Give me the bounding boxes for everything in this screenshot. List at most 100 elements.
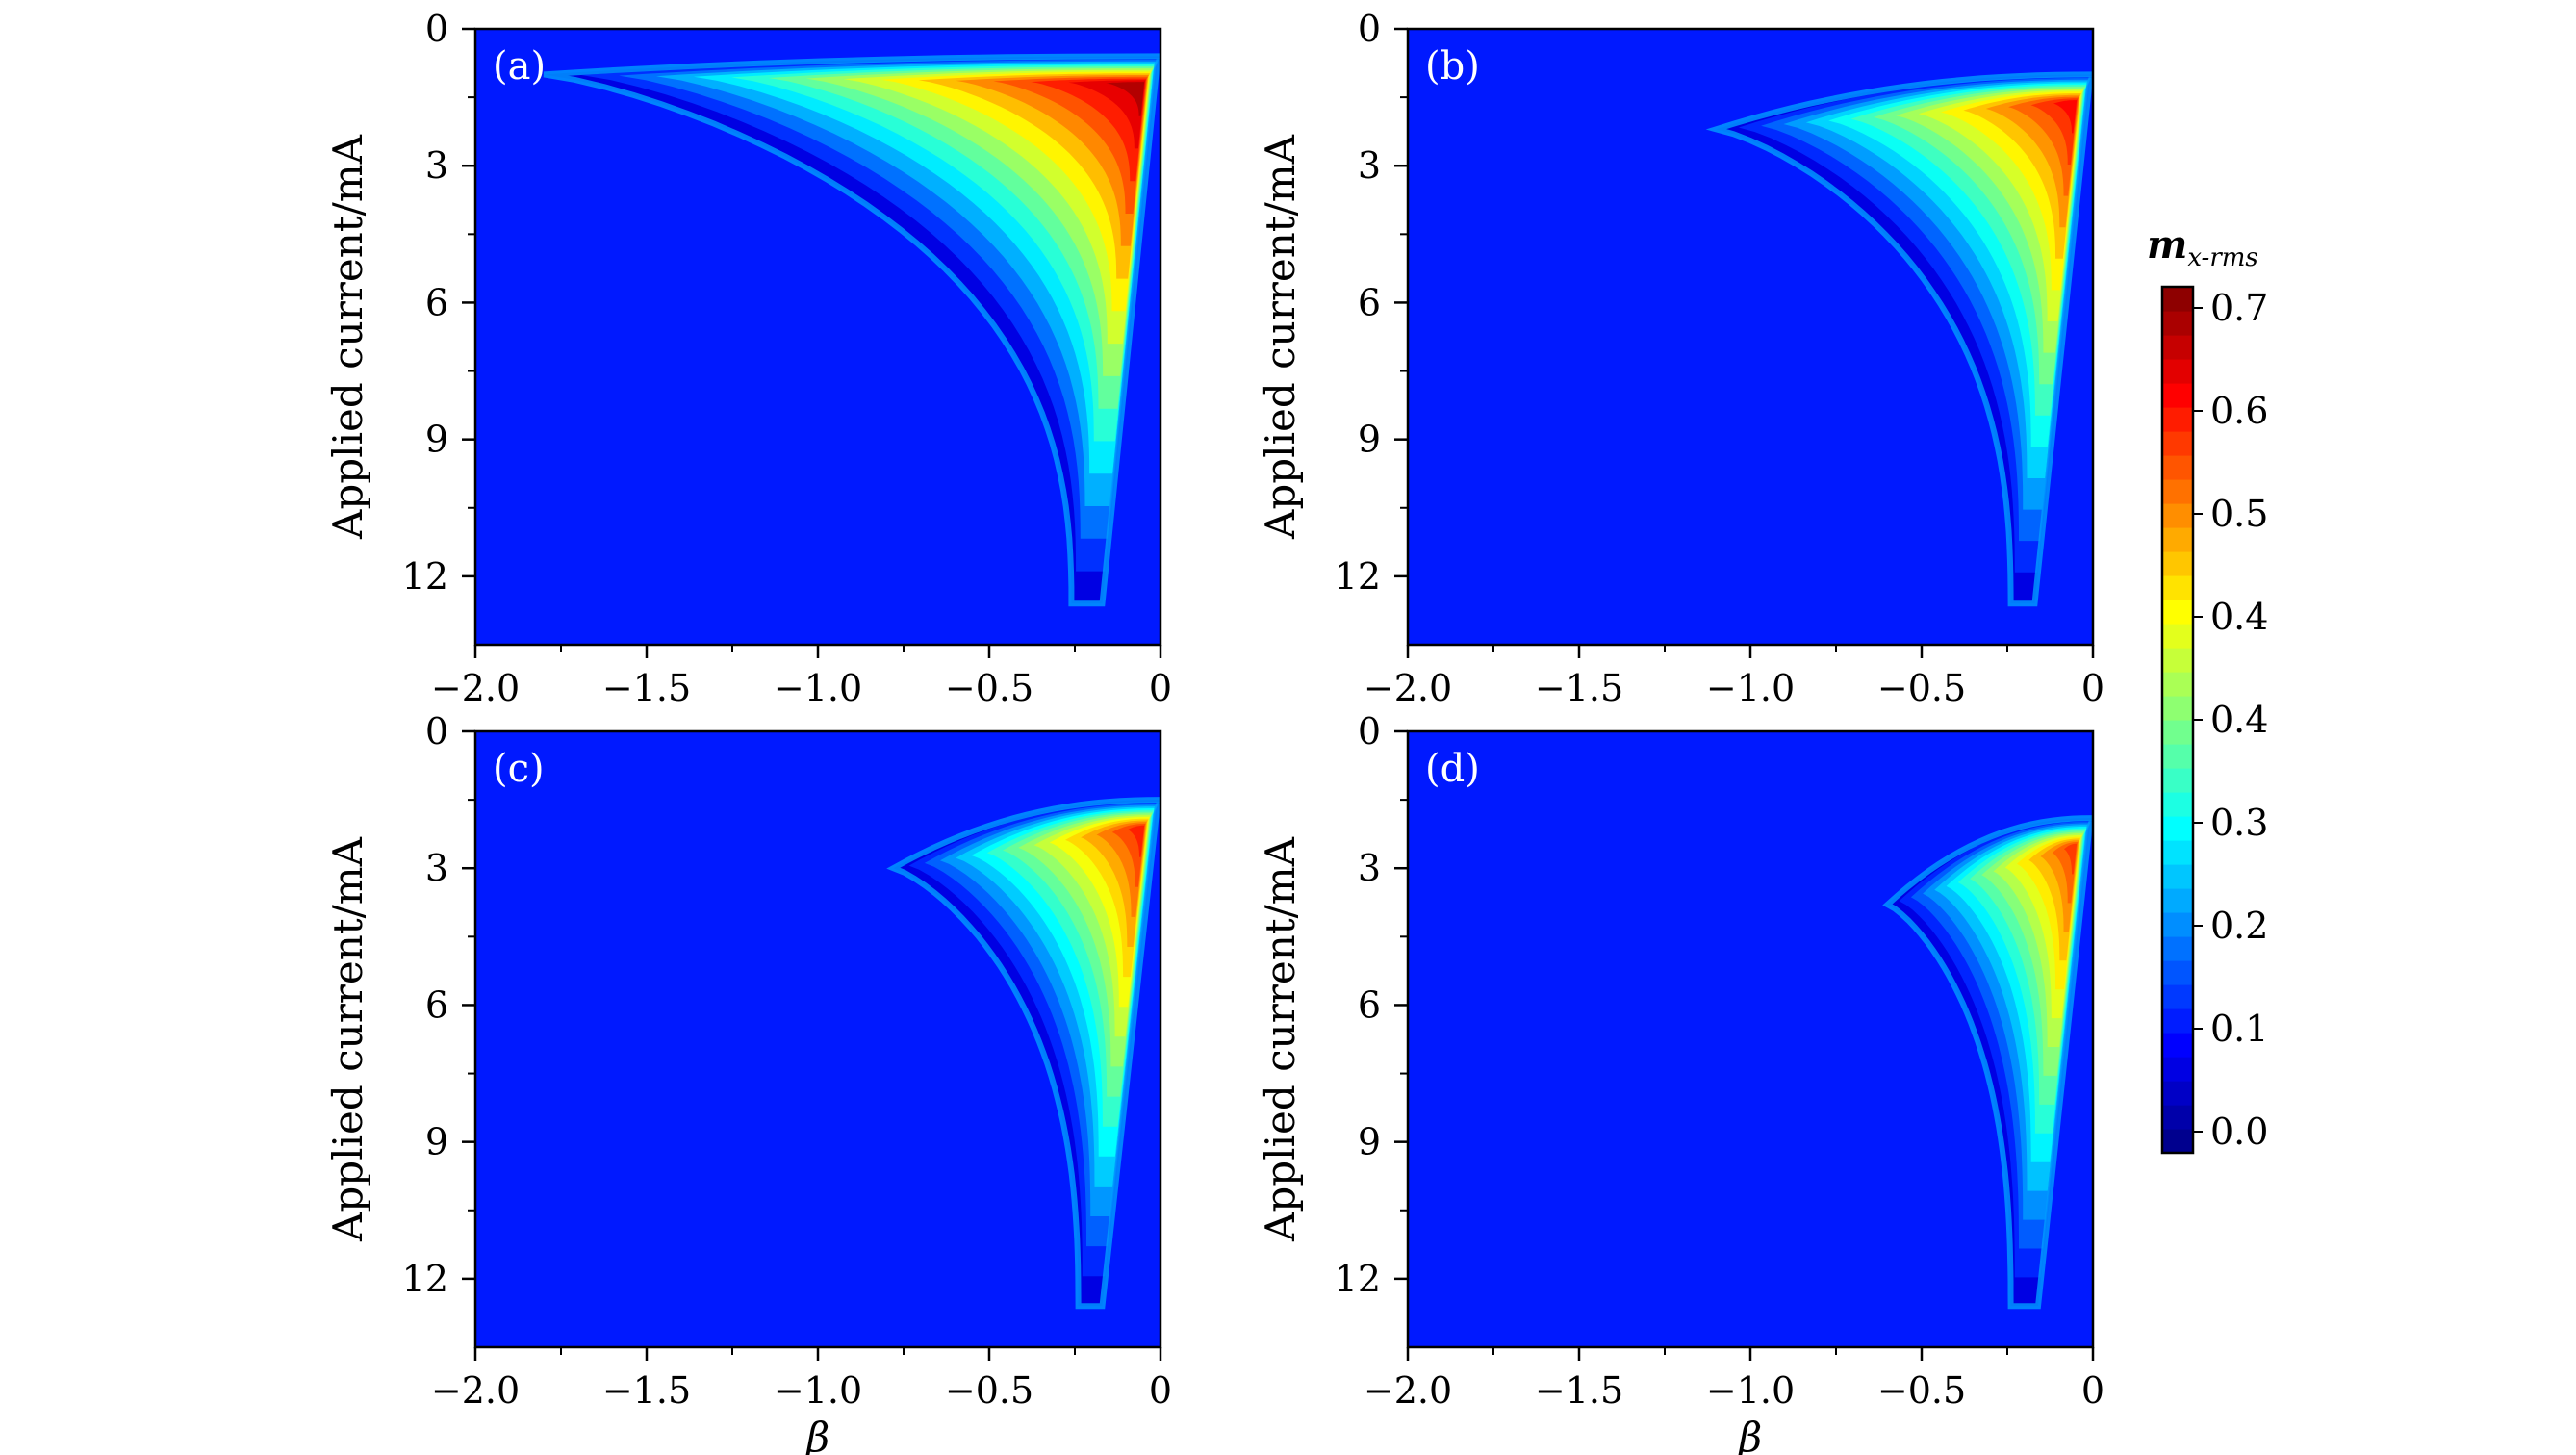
x-tick-label: −1.0	[1706, 1369, 1795, 1412]
colorbar-tick-label: 0.6	[2210, 390, 2268, 432]
y-tick-label: 3	[1358, 144, 1381, 187]
contour-rim	[1705, 71, 2093, 607]
y-tick-label: 12	[1335, 555, 1381, 598]
y-tick-label: 0	[1358, 710, 1381, 753]
y-tick-label: 3	[425, 144, 448, 187]
x-axis-title: β	[1737, 1414, 1762, 1455]
y-axis-title: Applied current/mA	[324, 836, 371, 1242]
colorbar-band	[2162, 888, 2193, 913]
colorbar-band	[2162, 792, 2193, 817]
colorbar-band	[2162, 912, 2193, 937]
panels: −2.0 −1.5 −1.0 −0.5 0 0 3 6 9 12 Applied current/m…	[324, 8, 2104, 1455]
colorbar-band	[2162, 503, 2193, 528]
contour-rim	[886, 797, 1160, 1310]
colorbar-tick-label: 0.0	[2210, 1110, 2268, 1153]
colorbar-tick-label: 0.4	[2210, 699, 2268, 741]
y-tick-label: 12	[402, 555, 448, 598]
y-tick-label: 6	[1358, 983, 1381, 1026]
contour-band	[1106, 82, 1145, 116]
panel-label: (a)	[493, 44, 546, 89]
colorbar-tick-label: 0.4	[2210, 596, 2268, 638]
y-tick-label: 9	[1358, 1121, 1381, 1163]
colorbar-tick-label: 0.3	[2210, 802, 2268, 844]
x-tick-label: −0.5	[945, 1369, 1033, 1412]
y-axis-title: Applied current/mA	[1257, 836, 1304, 1242]
x-tick-label: 0	[1149, 667, 1172, 709]
x-tick-label: −1.0	[774, 667, 862, 709]
y-tick-label: 0	[425, 8, 448, 50]
y-tick-label: 6	[425, 281, 448, 323]
x-tick-label: 0	[2081, 1369, 2104, 1412]
x-tick-label: −1.0	[1706, 667, 1795, 709]
x-tick-label: 0	[1149, 1369, 1172, 1412]
colorbar-band	[2162, 1129, 2193, 1154]
contour-rim	[1882, 815, 2093, 1310]
y-tick-label: 6	[425, 983, 448, 1026]
panel-3: −2.0 −1.5 −1.0 −0.5 0 0 3 6 9 12 Applied current/m…	[324, 710, 1172, 1455]
contour-rim	[543, 53, 1160, 607]
contour-band	[2053, 100, 2078, 134]
colorbar-band	[2162, 816, 2193, 841]
colorbar-band	[2162, 720, 2193, 745]
colorbar-band	[2162, 744, 2193, 769]
x-tick-label: −2.0	[431, 1369, 520, 1412]
panel-label: (d)	[1425, 747, 1480, 791]
x-tick-label: −2.0	[1364, 1369, 1452, 1412]
y-tick-label: 3	[425, 847, 448, 889]
heat-region	[543, 53, 1160, 607]
colorbar-band	[2162, 648, 2193, 673]
colorbar-title: mx-rms	[2147, 222, 2258, 272]
contour-band	[1068, 80, 1146, 149]
colorbar-band	[2162, 479, 2193, 504]
colorbar-band	[2162, 864, 2193, 889]
x-tick-label: 0	[2081, 667, 2104, 709]
colorbar-band	[2162, 936, 2193, 961]
y-axis-title: Applied current/mA	[1257, 134, 1304, 540]
y-tick-label: 12	[402, 1258, 448, 1300]
colorbar-band	[2162, 1033, 2193, 1058]
heat-region	[1882, 815, 2093, 1310]
colorbar-band	[2162, 455, 2193, 480]
colorbar-band	[2162, 696, 2193, 721]
panel-label: (c)	[493, 747, 545, 791]
x-axis-title: β	[804, 1414, 829, 1455]
colorbar-band	[2162, 575, 2193, 600]
y-tick-label: 9	[425, 1121, 448, 1163]
colorbar: 0.7 0.6 0.5 0.4 0.4 0.3 0.2 0.1 0.0 mx-rms	[2147, 222, 2268, 1155]
heat-region	[886, 797, 1160, 1310]
colorbar-band	[2162, 1057, 2193, 1082]
y-tick-label: 3	[1358, 847, 1381, 889]
y-tick-label: 6	[1358, 281, 1381, 323]
colorbar-band	[2162, 551, 2193, 576]
colorbar-band	[2162, 840, 2193, 865]
colorbar-band	[2162, 359, 2193, 384]
panel-1: −2.0 −1.5 −1.0 −0.5 0 0 3 6 9 12 Applied current/m…	[324, 8, 1172, 709]
colorbar-band	[2162, 624, 2193, 649]
x-tick-label: −0.5	[1877, 1369, 1966, 1412]
colorbar-tick-label: 0.5	[2210, 493, 2268, 535]
heat-region	[1705, 71, 2093, 607]
x-tick-label: −2.0	[1364, 667, 1452, 709]
x-tick-label: −1.5	[1535, 1369, 1623, 1412]
colorbar-band	[2162, 768, 2193, 793]
panel-2: −2.0 −1.5 −1.0 −0.5 0 0 3 6 9 12 Applied current/m…	[1257, 8, 2104, 709]
colorbar-band	[2162, 431, 2193, 456]
colorbar-band	[2162, 1081, 2193, 1106]
panel-4: −2.0 −1.5 −1.0 −0.5 0 0 3 6 9 12 Applied current/m…	[1257, 710, 2104, 1455]
colorbar-tick-label: 0.2	[2210, 905, 2268, 947]
x-tick-label: −1.5	[602, 1369, 691, 1412]
x-tick-label: −0.5	[945, 667, 1033, 709]
colorbar-band	[2162, 672, 2193, 697]
panel-label: (b)	[1425, 44, 1480, 89]
colorbar-band	[2162, 407, 2193, 432]
colorbar-title-sub: x-rms	[2187, 243, 2257, 272]
y-tick-label: 12	[1335, 1258, 1381, 1300]
colorbar-tick-label: 0.1	[2210, 1008, 2268, 1050]
y-tick-label: 9	[425, 419, 448, 461]
x-tick-label: −1.0	[774, 1369, 862, 1412]
colorbar-band	[2162, 335, 2193, 360]
x-tick-label: −1.5	[1535, 667, 1623, 709]
colorbar-band	[2162, 600, 2193, 625]
colorbar-tick-label: 0.7	[2210, 287, 2268, 329]
